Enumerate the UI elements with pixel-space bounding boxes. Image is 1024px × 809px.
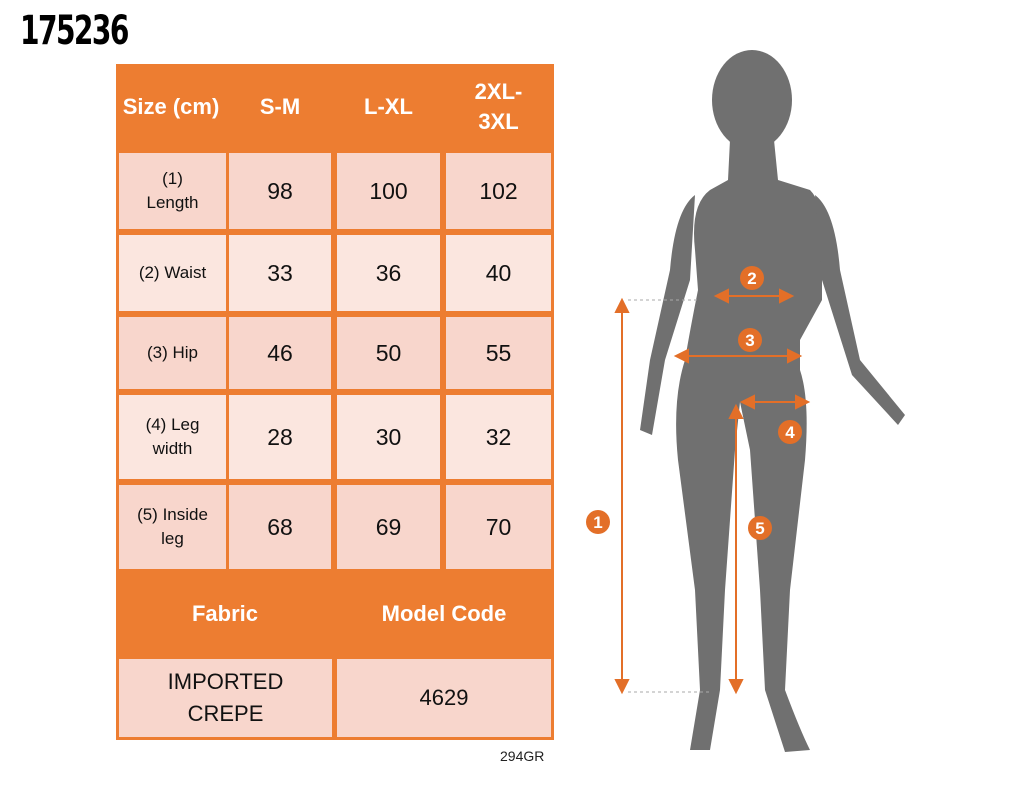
model-code-value: 4629 [337, 659, 551, 737]
body-silhouette: 1 2 3 4 5 [586, 50, 905, 752]
row-label: (3) Hip [119, 317, 226, 389]
marker-circle [778, 420, 802, 444]
marker-circle [586, 510, 610, 534]
product-code: 175236 [20, 8, 129, 54]
size-value: 69 [337, 485, 440, 569]
size-value: 68 [229, 485, 331, 569]
size-value: 28 [229, 395, 331, 479]
size-value: 98 [229, 153, 331, 229]
size-value: 100 [337, 153, 440, 229]
size-value: 102 [446, 153, 551, 229]
row-label: (4) Leg width [119, 395, 226, 479]
size-value: 33 [229, 235, 331, 311]
size-value: 46 [229, 317, 331, 389]
header-size: Size (cm) [122, 94, 220, 119]
size-value: 30 [337, 395, 440, 479]
header-2xl-3xl: 2XL-3XL [474, 79, 523, 134]
header-l-xl: L-XL [364, 94, 413, 119]
marker-number: 3 [745, 331, 754, 350]
size-value: 70 [446, 485, 551, 569]
marker-circle [748, 516, 772, 540]
marker-circle [738, 328, 762, 352]
fabric-label: Fabric [191, 601, 259, 626]
marker-number: 1 [593, 513, 602, 532]
size-chart-table: Size (cm) S-M L-XL 2XL-3XL (1) Length 98 1… [116, 64, 554, 740]
header-s-m: S-M [259, 94, 301, 119]
size-value: 50 [337, 317, 440, 389]
marker-circle [740, 266, 764, 290]
model-code-label: Model Code [381, 601, 507, 626]
size-value: 55 [446, 317, 551, 389]
size-value: 36 [337, 235, 440, 311]
size-value: 32 [446, 395, 551, 479]
row-label: (1) Length [119, 153, 226, 229]
row-label: (5) Inside leg [119, 485, 226, 569]
size-value: 40 [446, 235, 551, 311]
fabric-value: IMPORTED CREPE [119, 659, 332, 737]
marker-number: 2 [747, 269, 756, 288]
marker-number: 4 [785, 423, 795, 442]
reference-code: 294GR [500, 748, 545, 764]
row-label: (2) Waist [119, 235, 226, 311]
marker-number: 5 [755, 519, 764, 538]
